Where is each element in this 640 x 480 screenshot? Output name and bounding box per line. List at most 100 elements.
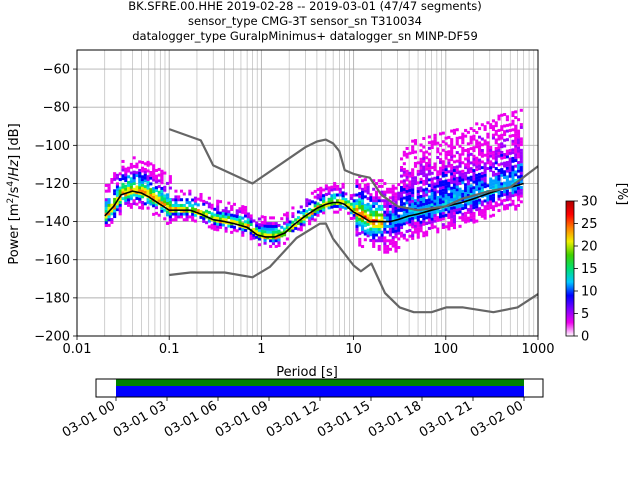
pdf-cell — [436, 227, 440, 231]
pdf-cell — [422, 197, 426, 201]
pdf-cell — [369, 216, 373, 220]
pdf-cell — [391, 198, 395, 202]
pdf-cell — [408, 183, 412, 187]
pdf-cell — [352, 216, 356, 220]
pdf-cell — [447, 201, 451, 205]
pdf-cell — [500, 185, 504, 189]
pdf-cell — [466, 193, 470, 197]
pdf-cell — [477, 198, 482, 202]
pdf-cell — [377, 224, 381, 228]
pdf-cell — [263, 230, 267, 234]
pdf-cell — [430, 197, 434, 201]
pdf-cell — [391, 187, 395, 191]
pdf-cell — [146, 206, 150, 210]
pdf-cell — [477, 212, 482, 216]
pdf-cell — [138, 206, 142, 210]
pdf-cell — [505, 175, 509, 179]
pdf-cell — [466, 148, 470, 152]
pdf-cell — [361, 202, 365, 206]
pdf-cell — [450, 129, 454, 133]
pdf-cell — [221, 214, 225, 218]
pdf-cell — [391, 224, 395, 228]
pdf-cell — [355, 204, 359, 208]
pdf-cell — [466, 176, 470, 180]
availability-tick-label: 03-01 15 — [315, 398, 373, 440]
pdf-cell — [118, 172, 122, 176]
colorbar-tick-label: 5 — [581, 307, 589, 322]
pdf-cell — [227, 215, 231, 219]
pdf-cell — [458, 196, 462, 200]
pdf-cell — [455, 128, 459, 132]
pdf-cell — [452, 211, 457, 215]
pdf-cell — [118, 198, 122, 202]
pdf-cell — [408, 194, 412, 198]
pdf-cell — [503, 153, 507, 157]
pdf-cell — [514, 158, 518, 162]
pdf-cell — [441, 208, 445, 212]
pdf-cell — [196, 197, 200, 201]
pdf-cell — [452, 171, 457, 175]
pdf-cell — [394, 243, 398, 247]
pdf-cell — [475, 179, 479, 183]
pdf-cell — [505, 118, 509, 122]
pdf-cell — [436, 176, 440, 180]
pdf-cell — [124, 173, 128, 177]
pdf-cell — [458, 153, 462, 157]
pdf-cell — [400, 226, 404, 230]
pdf-cell — [369, 218, 373, 222]
pdf-cell — [386, 230, 390, 234]
pdf-cell — [425, 213, 429, 217]
pdf-cell — [232, 225, 236, 229]
pdf-cell — [425, 173, 429, 177]
pdf-cell — [452, 214, 457, 218]
pdf-cell — [394, 198, 398, 202]
pdf-cell — [191, 215, 195, 219]
pdf-cell — [335, 187, 340, 191]
pdf-cell — [313, 209, 317, 213]
pdf-cell — [361, 210, 365, 214]
pdf-cell — [430, 166, 434, 170]
pdf-cell — [166, 199, 170, 203]
pdf-cell — [358, 214, 362, 218]
y-tick-label: −180 — [34, 291, 70, 306]
pdf-cell — [405, 155, 409, 159]
pdf-cell — [500, 199, 504, 203]
pdf-cell — [244, 211, 248, 215]
pdf-cell — [361, 245, 365, 249]
pdf-cell — [377, 204, 381, 208]
pdf-cell — [152, 195, 156, 199]
pdf-cell — [341, 185, 345, 189]
pdf-cell — [288, 220, 292, 224]
pdf-cell — [124, 201, 128, 205]
pdf-cell — [160, 175, 164, 179]
pdf-cell — [391, 216, 395, 219]
pdf-cell — [271, 233, 275, 237]
pdf-cell — [472, 211, 476, 215]
pdf-cell — [372, 230, 376, 234]
pdf-cell — [441, 131, 445, 135]
pdf-cell — [433, 176, 437, 180]
pdf-cell — [491, 153, 496, 157]
pdf-cell — [486, 132, 490, 136]
pdf-cell — [402, 219, 406, 223]
pdf-cell — [494, 138, 498, 142]
pdf-cell — [110, 180, 114, 184]
pdf-cell — [505, 152, 509, 156]
pdf-cell — [511, 174, 515, 178]
pdf-cell — [179, 189, 184, 193]
pdf-cell — [514, 173, 518, 177]
pdf-cell — [124, 179, 128, 183]
pdf-cell — [394, 223, 398, 227]
pdf-cell — [154, 174, 158, 178]
pdf-cell — [363, 203, 367, 207]
pdf-cell — [374, 207, 379, 211]
pdf-cell — [472, 160, 476, 164]
pdf-cell — [372, 179, 376, 183]
pdf-cell — [115, 202, 119, 206]
pdf-cell — [349, 205, 353, 209]
pdf-cell — [391, 244, 395, 248]
pdf-cell — [452, 177, 457, 181]
pdf-cell — [511, 156, 515, 160]
pdf-cell — [129, 197, 133, 201]
pdf-cell — [444, 213, 448, 217]
